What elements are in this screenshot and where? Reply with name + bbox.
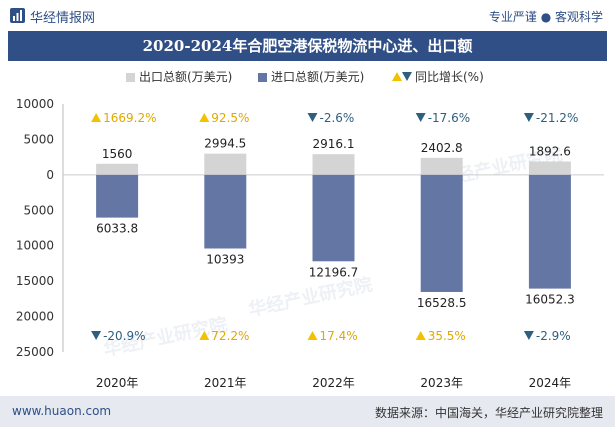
x-tick-label: 2021年 <box>204 376 247 390</box>
yoy-import-up-icon <box>415 331 426 340</box>
tagline: 专业严谨 ● 客观科学 <box>488 10 603 24</box>
y-tick-label: 15000 <box>16 274 54 288</box>
export-bar <box>420 157 463 175</box>
export-value-label: 2916.1 <box>313 137 355 151</box>
legend-export-swatch <box>126 73 135 82</box>
yoy-import-down-icon <box>91 331 102 340</box>
title-bar: 2020-2024年合肥空港保税物流中心进、出口额 <box>8 31 607 61</box>
site-link[interactable]: www.huaon.com <box>12 404 112 418</box>
import-value-label: 12196.7 <box>309 265 359 279</box>
yoy-import-label: -20.9% <box>103 329 145 343</box>
yoy-import-label: 35.5% <box>428 329 466 343</box>
y-tick-label: 5000 <box>23 203 54 217</box>
yoy-import-up-icon <box>199 331 210 340</box>
yoy-import-up-icon <box>307 331 318 340</box>
yoy-export-down-icon <box>523 113 534 122</box>
import-value-label: 10393 <box>206 252 244 266</box>
brand-name[interactable]: 华经情报网 <box>30 11 96 26</box>
export-bar <box>312 154 355 175</box>
watermark-text: 华经产业研究院 <box>246 273 374 321</box>
yoy-export-down-icon <box>415 113 426 122</box>
yoy-export-up-icon <box>199 113 210 122</box>
y-tick-label: 25000 <box>16 345 54 359</box>
import-value-label: 16528.5 <box>417 296 467 310</box>
yoy-export-label: 1669.2% <box>103 111 156 125</box>
export-value-label: 1560 <box>102 147 133 161</box>
triangle-up-icon <box>392 72 402 81</box>
y-tick-label: 5000 <box>23 132 54 146</box>
import-bar <box>528 174 571 289</box>
export-value-label: 1892.6 <box>529 144 571 158</box>
legend-yoy-label: 同比增长(%) <box>415 70 484 84</box>
x-tick-label: 2024年 <box>529 376 572 390</box>
legend-export: 出口总额(万美元) <box>126 68 232 86</box>
top-bar: 华经情报网 专业严谨 ● 客观科学 <box>0 0 615 31</box>
chart-plot: 华经产业研究院华经产业研究院华经产业研究院1000050000500010000… <box>16 97 604 390</box>
chart-title: 2020-2024年合肥空港保税物流中心进、出口额 <box>142 37 473 55</box>
legend-import: 进口总额(万美元) <box>258 68 364 86</box>
x-tick-label: 2023年 <box>420 376 463 390</box>
export-bar <box>528 161 571 175</box>
yoy-export-label: -17.6% <box>428 111 470 125</box>
yoy-export-label: 92.5% <box>211 111 249 125</box>
y-tick-label: 0 <box>46 168 54 182</box>
export-bar <box>204 153 247 175</box>
import-bar <box>420 174 463 292</box>
brand-logo-icon <box>10 8 25 23</box>
x-tick-label: 2020年 <box>96 376 139 390</box>
export-value-label: 2994.5 <box>204 137 246 151</box>
import-value-label: 6033.8 <box>96 222 138 236</box>
yoy-import-label: 17.4% <box>320 329 358 343</box>
yoy-import-label: -2.9% <box>536 329 571 343</box>
export-bar <box>96 163 139 175</box>
import-bar <box>312 174 355 262</box>
y-tick-label: 10000 <box>16 97 54 111</box>
x-tick-label: 2022年 <box>312 376 355 390</box>
yoy-export-up-icon <box>91 113 102 122</box>
legend-import-label: 进口总额(万美元) <box>271 70 365 84</box>
yoy-import-label: 72.2% <box>211 329 249 343</box>
yoy-import-down-icon <box>523 331 534 340</box>
import-value-label: 16052.3 <box>525 293 575 307</box>
y-tick-label: 20000 <box>16 310 54 324</box>
triangle-down-icon <box>402 72 412 81</box>
data-source: 数据来源：中国海关，华经产业研究院整理 <box>374 406 603 420</box>
chart-legend: 出口总额(万美元) 进口总额(万美元) 同比增长(%) <box>0 68 615 86</box>
import-bar <box>96 174 139 218</box>
yoy-export-down-icon <box>307 113 318 122</box>
y-tick-label: 10000 <box>16 239 54 253</box>
export-value-label: 2402.8 <box>421 141 463 155</box>
legend-yoy: 同比增长(%) <box>392 68 484 86</box>
footer-bar: www.huaon.com 数据来源：中国海关，华经产业研究院整理 <box>0 396 615 427</box>
yoy-export-label: -21.2% <box>536 111 578 125</box>
legend-export-label: 出口总额(万美元) <box>139 70 233 84</box>
yoy-export-label: -2.6% <box>320 111 355 125</box>
legend-import-swatch <box>258 73 267 82</box>
import-bar <box>204 174 247 249</box>
